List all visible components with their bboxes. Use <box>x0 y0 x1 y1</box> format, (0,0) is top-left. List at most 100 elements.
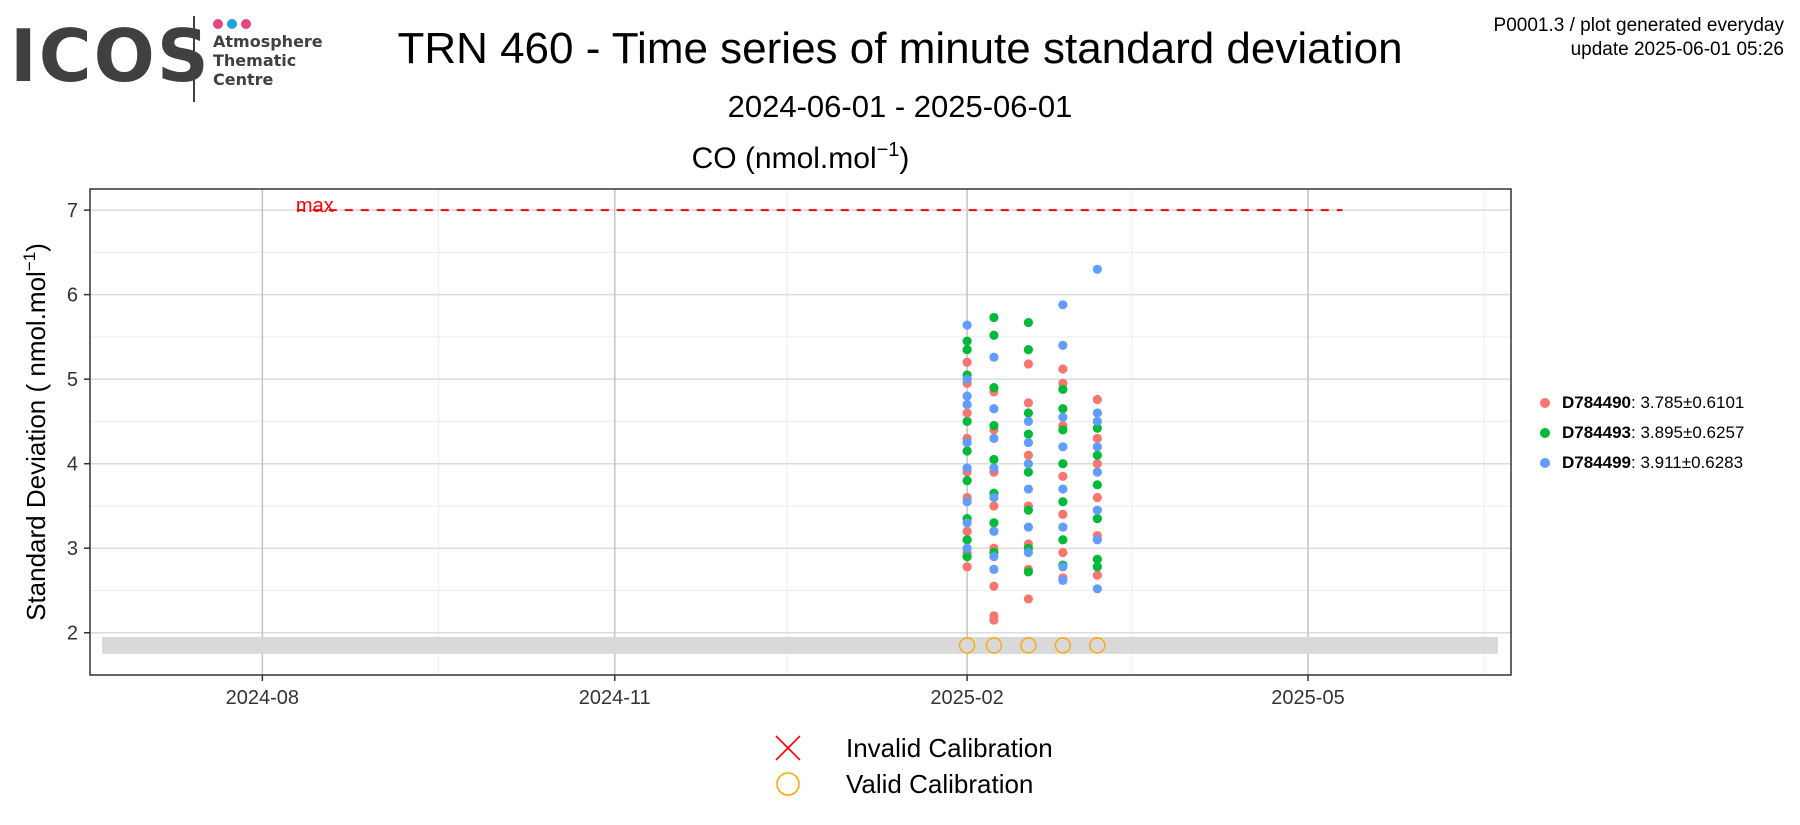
data-point <box>962 562 972 572</box>
data-point <box>1023 567 1033 577</box>
data-point <box>962 476 972 486</box>
y-axis-label: Standard Deviation ( nmol.mol−1) <box>20 243 51 621</box>
legend-series-mean: : 3.895 <box>1631 423 1684 442</box>
data-point <box>1092 264 1102 274</box>
logo-dot <box>227 19 237 29</box>
data-point <box>1058 547 1068 558</box>
data-point <box>1092 535 1102 545</box>
legend-series-name: D784490 <box>1562 393 1632 412</box>
data-point <box>989 404 999 414</box>
series-legend: D784490: 3.785 ± 0.6101 D784493: 3.895 ± … <box>1540 388 1744 478</box>
legend-series-sd: 0.6283 <box>1691 453 1744 472</box>
page-title: TRN 460 - Time series of minute standard… <box>397 24 1403 73</box>
data-point <box>1092 394 1102 405</box>
data-point <box>962 399 972 410</box>
data-point <box>989 454 999 465</box>
data-point <box>1058 404 1068 414</box>
y-tick-label: 6 <box>67 285 78 307</box>
data-point <box>1058 442 1068 452</box>
data-point <box>1023 317 1033 328</box>
logo-divider <box>193 16 195 102</box>
legend-item: D784493: 3.895 ± 0.6257 <box>1540 418 1744 448</box>
data-point <box>1023 467 1033 477</box>
data-point <box>989 564 999 574</box>
logo-text-line: Atmosphere <box>213 32 323 51</box>
data-point <box>1023 344 1033 355</box>
data-point <box>1023 416 1033 427</box>
data-point <box>1058 364 1068 374</box>
cross-icon <box>775 735 801 761</box>
data-point <box>989 463 999 473</box>
plot-info-update: update 2025-06-01 05:26 <box>1570 39 1784 60</box>
valid-calibration-marker <box>1089 637 1106 654</box>
legend-series-name: D784499 <box>1562 453 1632 472</box>
data-point <box>1023 359 1033 369</box>
data-point <box>1092 416 1102 427</box>
data-point <box>962 416 972 427</box>
data-point <box>989 611 999 621</box>
data-point <box>1058 535 1068 545</box>
data-point <box>989 518 999 528</box>
data-point <box>989 330 999 340</box>
calibration-legend-label: Invalid Calibration <box>846 732 1053 763</box>
data-point <box>1058 384 1068 394</box>
data-point <box>962 535 972 545</box>
data-point <box>989 581 999 591</box>
data-point <box>1023 459 1033 469</box>
valid-calibration-marker <box>958 637 976 654</box>
data-point <box>1092 554 1102 564</box>
x-tick-label: 2024-08 <box>226 687 299 709</box>
data-point <box>1058 412 1068 422</box>
data-point <box>1023 408 1033 418</box>
data-point <box>1092 570 1102 580</box>
cross-stroke <box>775 735 801 761</box>
y-tick-label: 7 <box>67 200 78 222</box>
legend-dot-icon <box>1540 428 1550 438</box>
data-point <box>1092 584 1102 594</box>
logo-text-line: Centre <box>213 70 274 89</box>
y-tick-label: 2 <box>67 623 78 645</box>
legend-series-sd: 0.6257 <box>1692 423 1745 442</box>
data-point <box>962 518 972 528</box>
data-point <box>1092 442 1102 452</box>
calibration-legend-item: Invalid Calibration <box>770 730 1053 766</box>
panel-title: CO (nmol.mol−1) <box>692 139 910 175</box>
data-point <box>989 552 999 562</box>
data-point <box>1023 437 1033 448</box>
y-tick-label: 3 <box>67 538 78 560</box>
y-tick-label: 5 <box>67 369 78 391</box>
logo-text: Atmosphere Thematic Centre <box>213 32 323 89</box>
data-point <box>962 437 972 448</box>
data-point <box>1092 423 1102 433</box>
data-point <box>1092 450 1102 460</box>
data-point <box>1058 497 1068 507</box>
data-point <box>962 552 972 562</box>
data-point <box>989 492 999 503</box>
legend-item: D784490: 3.785 ± 0.6101 <box>1540 388 1744 418</box>
data-point <box>1023 450 1033 460</box>
legend-dot-icon <box>1540 458 1550 468</box>
calibration-legend-item: Valid Calibration <box>770 766 1053 802</box>
calibration-band <box>102 636 1498 654</box>
data-point <box>962 374 972 384</box>
data-point <box>962 408 972 418</box>
data-point <box>989 352 999 362</box>
data-point <box>1092 505 1102 515</box>
data-point <box>1058 562 1068 572</box>
logo-text-line: Thematic <box>213 51 297 70</box>
icos-logo: ICOS Atmosphere Thematic Centre <box>10 14 330 104</box>
data-point <box>989 421 999 431</box>
legend-item: D784499: 3.911 ± 0.6283 <box>1540 448 1744 478</box>
logo-dots <box>213 16 255 34</box>
data-point <box>1092 467 1102 477</box>
data-point <box>989 501 999 511</box>
data-point <box>989 526 999 536</box>
data-point <box>962 320 972 330</box>
data-point <box>1023 547 1033 558</box>
plot-info-generated: P0001.3 / plot generated everyday <box>1493 15 1784 36</box>
data-point <box>962 497 972 507</box>
legend-dot-icon <box>1540 398 1550 408</box>
data-point <box>962 391 972 401</box>
data-point <box>1058 459 1068 469</box>
